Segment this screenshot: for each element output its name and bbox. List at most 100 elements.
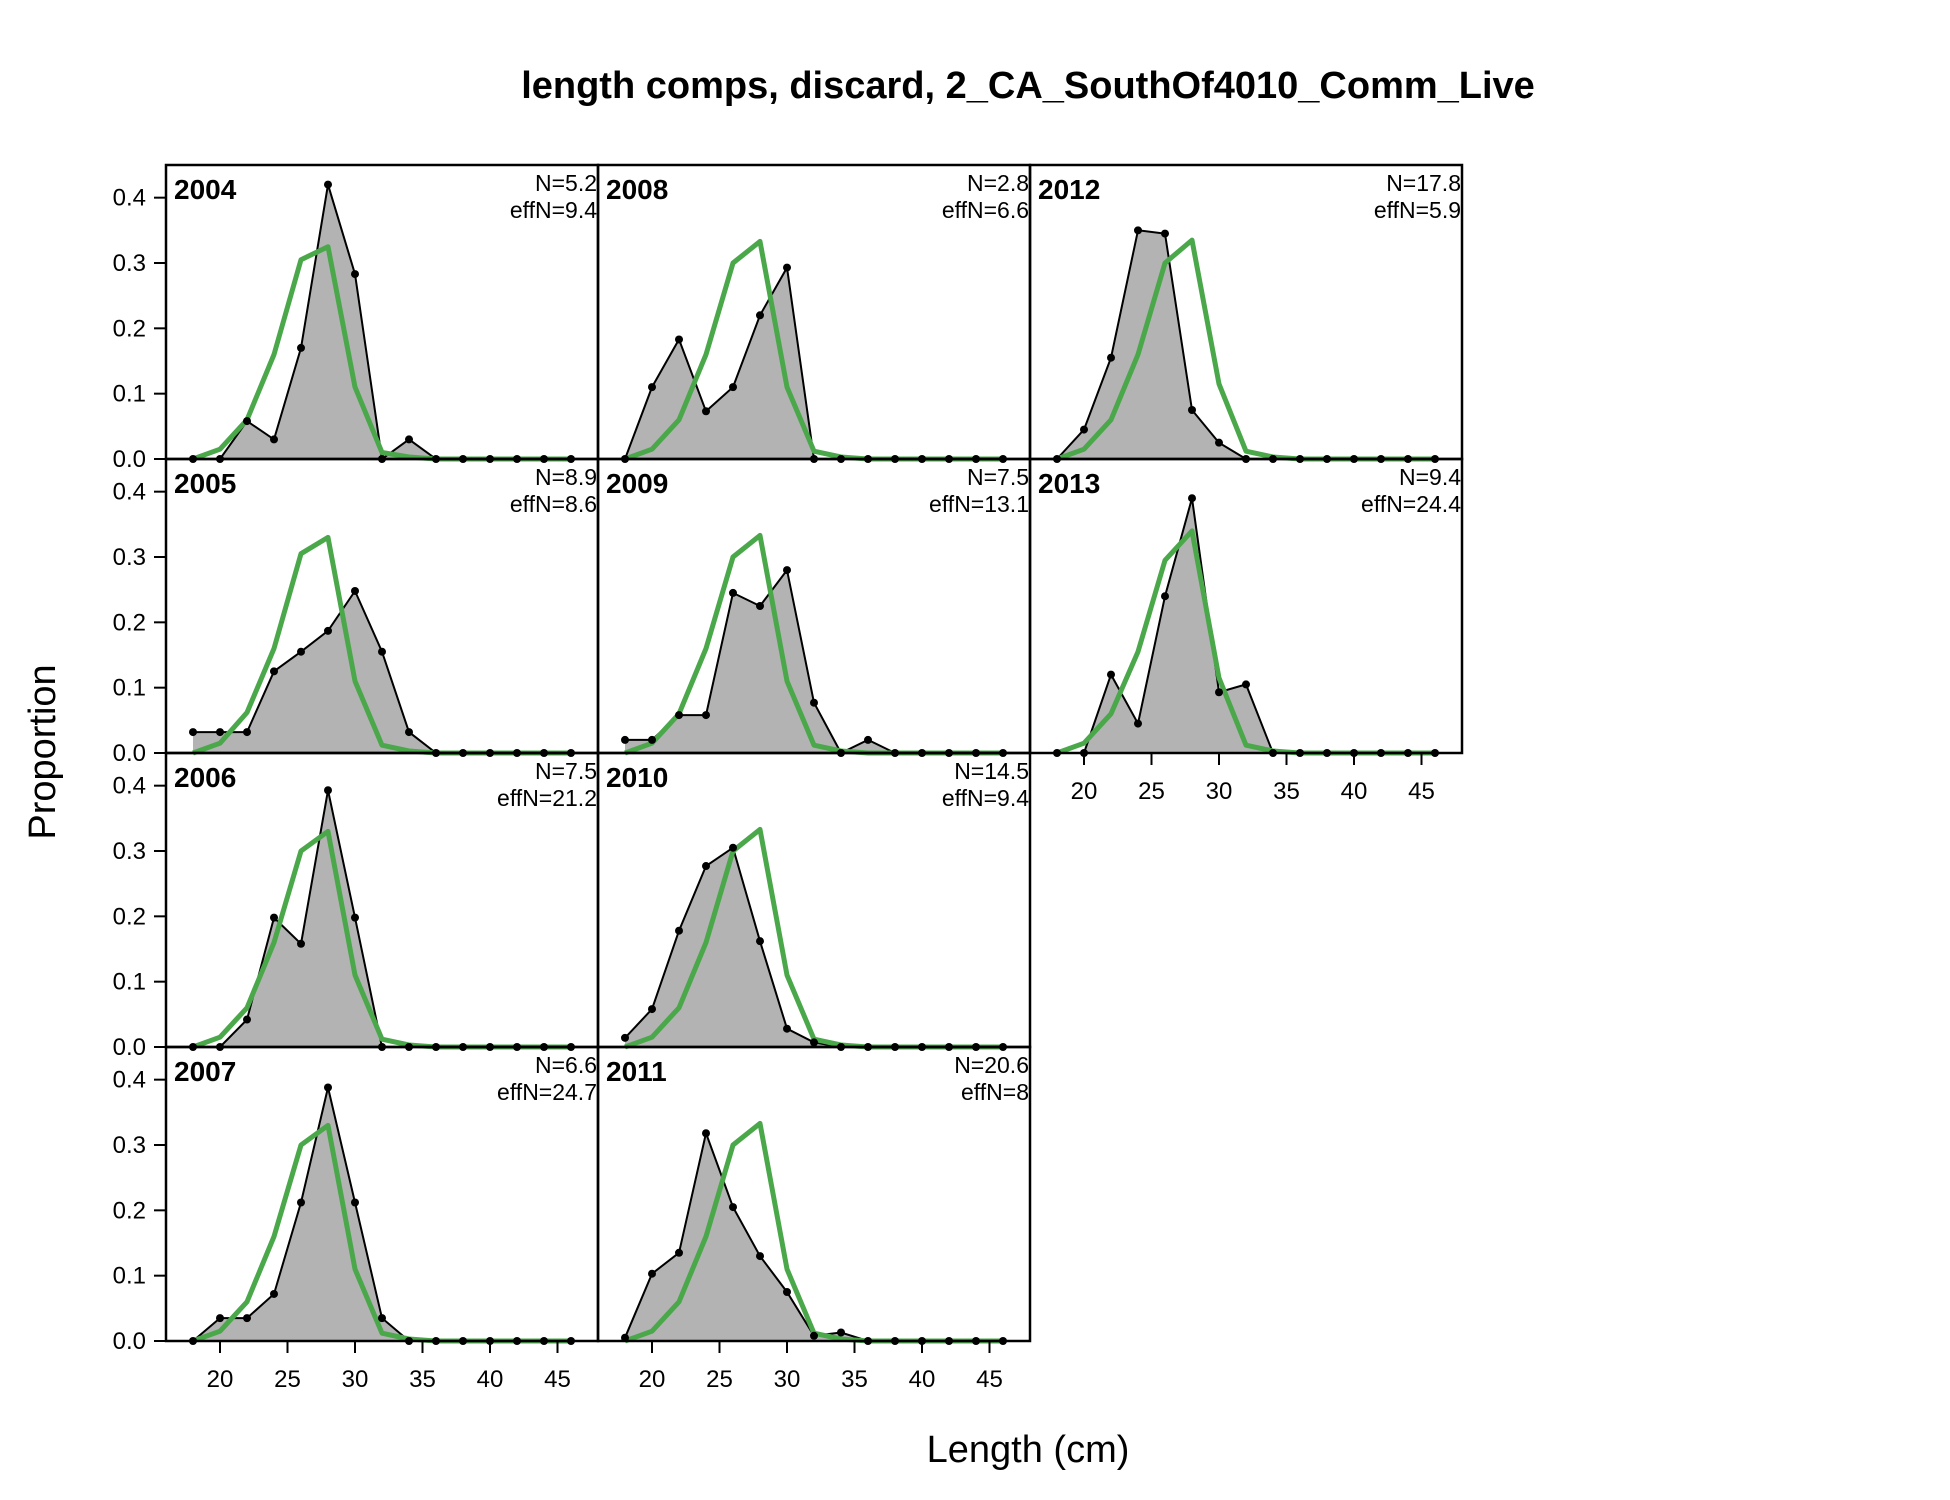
- x-tick-label-2011-2: 30: [774, 1366, 801, 1393]
- y-tick-label-2004-4: 0.4: [113, 185, 146, 212]
- y-tick-label-2007-4: 0.4: [113, 1067, 146, 1094]
- observed-point-2011-3: [702, 1129, 710, 1138]
- observed-point-2009-3: [702, 711, 710, 720]
- year-label-2013: 2013: [1038, 468, 1100, 499]
- observed-point-2008-5: [756, 311, 764, 320]
- n-label-2010: N=14.5: [954, 758, 1029, 784]
- n-label-2009: N=7.5: [967, 464, 1029, 490]
- year-label-2006: 2006: [174, 762, 236, 793]
- observed-point-2005-2: [243, 728, 251, 737]
- observed-point-2007-3: [270, 1289, 278, 1298]
- observed-area-2008: [625, 267, 1003, 459]
- panel-frame-2011: [596, 1045, 1032, 1343]
- n-label-2008: N=2.8: [967, 170, 1029, 196]
- observed-point-2012-6: [1215, 438, 1223, 447]
- y-tick-label-2006-2: 0.2: [113, 903, 146, 930]
- n-label-2004: N=5.2: [535, 170, 597, 196]
- effn-label-2013: effN=24.4: [1361, 491, 1461, 517]
- effn-label-2012: effN=5.9: [1374, 197, 1461, 223]
- panel-frame-2013: [1028, 457, 1464, 755]
- observed-point-2008-4: [729, 383, 737, 392]
- x-tick-label-2013-5: 45: [1408, 778, 1435, 805]
- observed-point-2006-3: [270, 913, 278, 922]
- observed-point-2005-8: [405, 728, 413, 737]
- effn-label-2006: effN=21.2: [497, 785, 597, 811]
- x-tick-label-2007-0: 20: [207, 1366, 234, 1393]
- y-tick-label-2004-0: 0.0: [113, 446, 146, 473]
- observed-point-2010-4: [729, 843, 737, 852]
- year-label-2005: 2005: [174, 468, 236, 499]
- observed-point-2006-2: [243, 1015, 251, 1024]
- x-tick-label-2013-0: 20: [1071, 778, 1098, 805]
- effn-label-2004: effN=9.4: [510, 197, 597, 223]
- observed-point-2012-1: [1080, 425, 1088, 434]
- observed-point-2004-4: [297, 343, 305, 352]
- observed-point-2005-3: [270, 667, 278, 676]
- observed-point-2007-4: [297, 1198, 305, 1207]
- expected-line-2007: [192, 1122, 571, 1344]
- x-tick-label-2013-1: 25: [1138, 778, 1165, 805]
- year-label-2004: 2004: [174, 174, 237, 205]
- observed-area-2005: [193, 591, 571, 753]
- observed-point-2011-2: [675, 1248, 683, 1257]
- year-label-2009: 2009: [606, 468, 668, 499]
- observed-point-2013-4: [1161, 592, 1169, 601]
- observed-point-2013-5: [1188, 494, 1196, 503]
- x-tick-label-2007-3: 35: [409, 1366, 436, 1393]
- year-label-2008: 2008: [606, 174, 668, 205]
- effn-label-2007: effN=24.7: [497, 1079, 597, 1105]
- x-tick-label-2013-3: 35: [1273, 778, 1300, 805]
- x-tick-label-2011-4: 40: [909, 1366, 936, 1393]
- observed-point-2004-8: [405, 435, 413, 444]
- chart-title: length comps, discard, 2_CA_SouthOf4010_…: [521, 65, 1535, 107]
- observed-point-2009-0: [621, 735, 629, 744]
- observed-point-2009-4: [729, 588, 737, 597]
- n-label-2013: N=9.4: [1399, 464, 1461, 490]
- observed-point-2006-6: [351, 913, 359, 922]
- observed-point-2008-1: [648, 383, 656, 392]
- observed-point-2004-5: [324, 180, 332, 189]
- observed-point-2007-5: [324, 1083, 332, 1092]
- observed-point-2010-1: [648, 1005, 656, 1014]
- n-label-2005: N=8.9: [535, 464, 597, 490]
- y-tick-label-2007-0: 0.0: [113, 1328, 146, 1355]
- x-tick-label-2007-4: 40: [477, 1366, 504, 1393]
- observed-point-2005-0: [189, 728, 197, 737]
- observed-point-2010-5: [756, 937, 764, 946]
- observed-point-2009-5: [756, 602, 764, 610]
- observed-point-2010-3: [702, 862, 710, 871]
- y-tick-label-2006-1: 0.1: [113, 969, 146, 996]
- n-label-2006: N=7.5: [535, 758, 597, 784]
- n-label-2012: N=17.8: [1386, 170, 1461, 196]
- y-tick-label-2007-1: 0.1: [113, 1263, 146, 1290]
- observed-point-2004-2: [243, 417, 251, 426]
- y-tick-label-2004-3: 0.3: [113, 250, 146, 277]
- y-tick-label-2005-0: 0.0: [113, 740, 146, 767]
- effn-label-2010: effN=9.4: [942, 785, 1029, 811]
- y-tick-label-2007-3: 0.3: [113, 1132, 146, 1159]
- observed-point-2006-5: [324, 786, 332, 795]
- n-label-2007: N=6.6: [535, 1052, 597, 1078]
- x-tick-label-2013-4: 40: [1341, 778, 1368, 805]
- observed-point-2009-7: [810, 698, 818, 707]
- effn-label-2005: effN=8.6: [510, 491, 597, 517]
- observed-area-2013: [1057, 498, 1435, 753]
- y-tick-label-2005-4: 0.4: [113, 479, 146, 506]
- x-tick-label-2011-5: 45: [976, 1366, 1003, 1393]
- effn-label-2008: effN=6.6: [942, 197, 1029, 223]
- observed-point-2012-4: [1161, 229, 1169, 238]
- observed-point-2009-2: [675, 711, 683, 720]
- x-tick-label-2007-1: 25: [274, 1366, 301, 1393]
- y-tick-label-2005-2: 0.2: [113, 609, 146, 636]
- observed-line-2006: [193, 789, 571, 1048]
- year-label-2012: 2012: [1038, 174, 1100, 205]
- observed-point-2010-7: [810, 1038, 818, 1047]
